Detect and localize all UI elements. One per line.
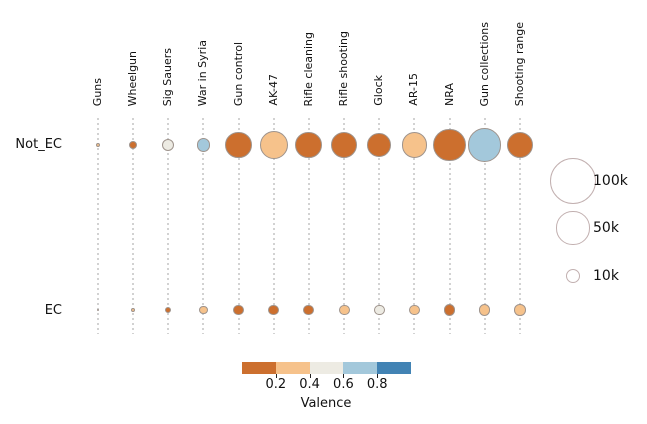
- x-category-label: Gun control: [231, 41, 245, 106]
- size-legend-circle-100k: [549, 157, 597, 205]
- bubble-not_ec-1: [129, 141, 138, 149]
- x-category-label: Sig Sauers: [161, 47, 175, 106]
- y-axis-label-not-ec: Not_EC: [15, 137, 62, 152]
- colorbar-segment: [275, 362, 311, 374]
- grid-line: [272, 118, 275, 334]
- x-category-label: War in Syria: [196, 39, 210, 106]
- bubble-ec-5: [268, 304, 280, 316]
- colorbar-segment: [343, 362, 378, 374]
- bubble-ec-0: [96, 308, 100, 312]
- bubble-not_ec-9: [401, 132, 427, 158]
- bubble-ec-9: [408, 304, 420, 316]
- bubble-not_ec-5: [259, 130, 288, 159]
- bubble-not_ec-4: [225, 131, 252, 159]
- colorbar-tick-label: 0.2: [265, 377, 287, 392]
- bubble-ec-11: [478, 304, 491, 316]
- bubble-ec-12: [514, 304, 526, 316]
- grid-line: [202, 118, 205, 334]
- bubble-ec-7: [338, 304, 350, 316]
- bubble-not_ec-6: [295, 131, 323, 159]
- x-category-label: Wheelgun: [126, 50, 140, 106]
- colorbar-segment: [309, 362, 344, 374]
- bubble-not_ec-8: [367, 133, 392, 157]
- size-legend-label: 100k: [593, 173, 628, 189]
- grid-line: [343, 118, 346, 334]
- bubble-not_ec-2: [162, 139, 175, 151]
- grid-line: [378, 118, 381, 334]
- bubble-ec-1: [131, 308, 136, 312]
- grid-line: [483, 118, 486, 334]
- x-category-label: Glock: [372, 75, 386, 106]
- colorbar-tick-label: 0.8: [366, 377, 388, 392]
- x-category-label: AR-15: [407, 73, 421, 106]
- colorbar-title: Valence: [300, 396, 352, 411]
- bubble-ec-2: [165, 306, 172, 314]
- x-category-label: AK-47: [266, 74, 280, 106]
- grid-line: [307, 118, 310, 334]
- x-category-label: Guns: [91, 77, 104, 106]
- colorbar-tick: [343, 374, 345, 378]
- grid-line: [132, 118, 135, 334]
- bubble-ec-4: [233, 304, 245, 316]
- grid-line: [97, 118, 99, 334]
- size-legend-circle-50k: [556, 211, 590, 245]
- colorbar-segment: [242, 362, 277, 374]
- bubble-not_ec-11: [468, 128, 502, 162]
- grid-line: [413, 118, 416, 334]
- bubble-ec-3: [198, 305, 208, 315]
- grid-line: [237, 118, 240, 334]
- bubble-not_ec-7: [331, 131, 358, 158]
- colorbar-tick: [275, 374, 277, 378]
- size-legend-label: 10k: [593, 268, 619, 284]
- colorbar-tick: [377, 374, 379, 378]
- grid-line: [518, 118, 521, 334]
- bubble-not_ec-0: [95, 142, 101, 148]
- grid-line: [448, 118, 451, 334]
- grid-line: [167, 118, 170, 334]
- x-category-label: Rifle shooting: [337, 30, 351, 106]
- colorbar-tick-label: 0.4: [299, 377, 320, 392]
- size-legend-circle-10k: [565, 268, 581, 284]
- bubble-ec-8: [373, 304, 385, 316]
- bubble-ec-10: [443, 304, 456, 316]
- colorbar-segment: [377, 362, 412, 374]
- bubble-not_ec-3: [196, 138, 211, 152]
- x-category-label: NRA: [442, 83, 456, 106]
- bubble-not_ec-12: [506, 131, 533, 158]
- x-category-label: Rifle cleaning: [301, 31, 315, 107]
- x-category-label: Gun collections: [477, 21, 491, 106]
- bubble-not_ec-10: [433, 128, 466, 161]
- bubble-ec-6: [303, 304, 315, 316]
- y-axis-label-ec: EC: [44, 303, 62, 318]
- colorbar-tick-label: 0.6: [333, 377, 354, 392]
- x-category-label: Shooting range: [512, 21, 526, 106]
- size-legend-label: 50k: [593, 220, 619, 236]
- colorbar-tick: [309, 374, 311, 378]
